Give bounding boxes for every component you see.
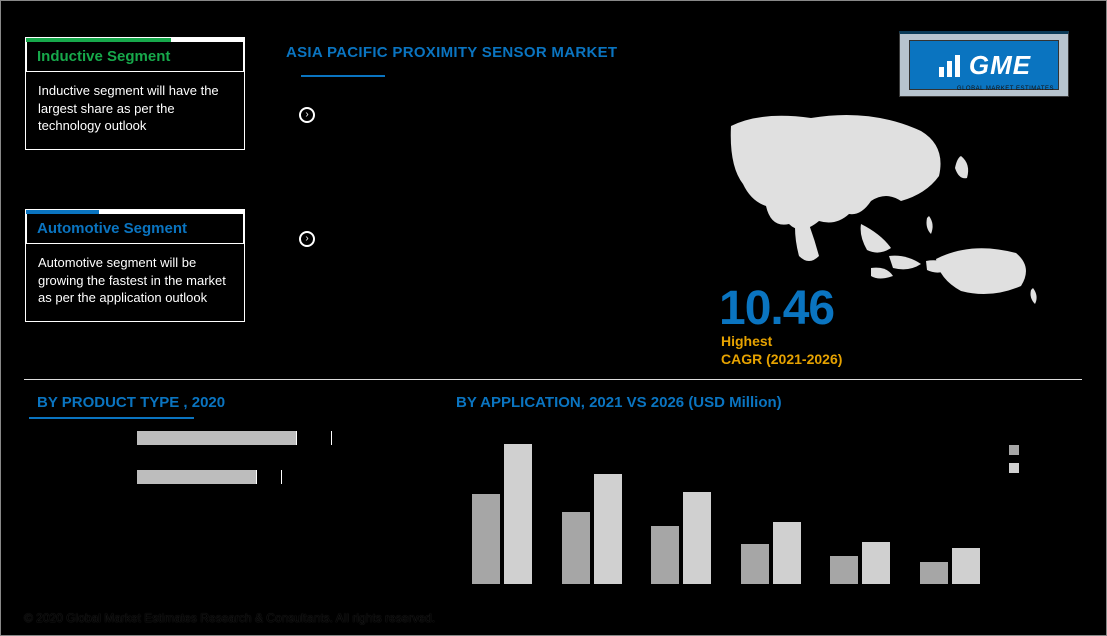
section-underline-product [29,417,194,419]
logo-text: GME [969,50,1031,81]
bar [741,544,769,584]
cagr-label-range: CAGR (2021-2026) [721,351,842,367]
section-title-product: BY PRODUCT TYPE , 2020 [37,394,225,411]
bar [651,526,679,584]
chevron-right-icon: › [299,231,315,247]
legend-item: 2021 [1009,444,1049,456]
hbar-segment [297,431,332,445]
product-type-chart: Fixed Distance Adjustable Distance [41,431,351,591]
bar-category-label: Aerospace & Defence [733,587,805,607]
hbar-row: Adjustable Distance [41,465,351,489]
cagr-value: 10.46 [719,281,834,336]
infographic-root: GME GLOBAL MARKET ESTIMATES ASIA PACIFIC… [0,0,1107,636]
bar [683,492,711,584]
hbar-segment [257,470,282,484]
copyright: © 2020 Global Market Estimates Research … [24,611,435,625]
bar-group [556,474,628,584]
divider [24,379,1082,380]
bar [504,444,532,584]
card-title: Automotive Segment [37,220,233,237]
brand-logo: GME GLOBAL MARKET ESTIMATES [899,31,1069,97]
hbar-segment [137,470,257,484]
bar-group [735,522,807,584]
brand-logo-inner: GME [909,40,1059,90]
x-axis [466,584,986,585]
hbar-row: Fixed Distance [41,431,351,445]
bullet-row: › Emerging economies in the Asia Pacific … [299,105,669,162]
callout-card-automotive: Automotive Segment Automotive segment wil… [25,209,245,322]
bar [830,556,858,584]
bar [594,474,622,584]
card-body: Inductive segment will have the largest … [26,72,244,149]
logo-bars-icon [937,51,965,79]
bar-group [914,548,986,584]
hbar-category-label: Fixed Distance [41,432,131,444]
bullet-text: Emerging economies in the Asia Pacific s… [329,105,669,162]
bar [952,548,980,584]
card-title: Inductive Segment [37,48,233,65]
section-title-application: BY APPLICATION, 2021 VS 2026 (USD Millio… [456,394,782,411]
bar [773,522,801,584]
card-body: Automotive segment will be growing the f… [26,244,244,321]
bar-category-label: Food & Beverage [820,587,892,597]
hbar-category-label: Adjustable Distance [41,465,131,489]
legend-swatch [1009,463,1019,473]
bar-group [645,492,717,584]
logo-subtext: GLOBAL MARKET ESTIMATES [957,86,1054,92]
callout-card-inductive: Inductive Segment Inductive segment will … [25,37,245,150]
bar-category-label: Automotive [473,587,545,597]
bullet-text: Japan, South Korea, and China have a str… [329,229,669,267]
hbar-segment [137,431,297,445]
title-underline [301,75,385,77]
asia-pacific-map [721,106,1051,306]
bar-category-label: Consumer Electronics [647,587,719,607]
bar [920,562,948,584]
page-title: ASIA PACIFIC PROXIMITY SENSOR MARKET [286,44,617,61]
bar [862,542,890,584]
application-chart: Automotive Industrial Consumer Electronics… [456,424,996,604]
bar-group [466,444,538,584]
legend: 2021 2026 [1009,444,1049,480]
bar-category-label: Others [907,587,979,597]
bar [472,494,500,584]
chevron-right-icon: › [299,107,315,123]
bullet-row: › Japan, South Korea, and China have a st… [299,229,669,267]
legend-label: 2026 [1025,462,1049,474]
legend-label: 2021 [1025,444,1049,456]
bar-group [824,542,896,584]
cagr-label-highest: Highest [721,333,772,349]
bar-category-label: Industrial [560,587,632,597]
bar [562,512,590,584]
legend-swatch [1009,445,1019,455]
legend-item: 2026 [1009,462,1049,474]
